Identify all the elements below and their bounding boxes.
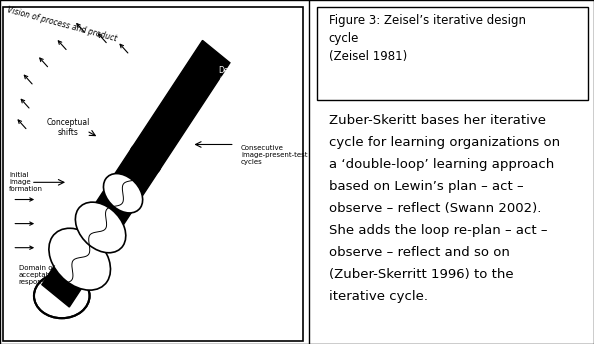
FancyArrowPatch shape xyxy=(24,75,32,84)
Text: Zuber-Skeritt bases her iterative
cycle for learning organizations on
a ‘double-: Zuber-Skeritt bases her iterative cycle … xyxy=(329,114,560,302)
Ellipse shape xyxy=(103,174,143,213)
Ellipse shape xyxy=(75,202,126,253)
Ellipse shape xyxy=(181,82,200,100)
FancyArrowPatch shape xyxy=(77,24,84,32)
Ellipse shape xyxy=(49,228,110,290)
Text: Consecutive
image-present-test
cycles: Consecutive image-present-test cycles xyxy=(241,145,308,165)
Text: Vision of process and product: Vision of process and product xyxy=(6,5,118,43)
Text: Decision
to build: Decision to build xyxy=(219,66,251,85)
Text: Conceptual
shifts: Conceptual shifts xyxy=(46,118,90,137)
FancyArrowPatch shape xyxy=(15,222,33,225)
FancyBboxPatch shape xyxy=(317,7,588,100)
Ellipse shape xyxy=(156,113,180,137)
Text: Figure 3: Zeisel’s iterative design
cycle
(Zeisel 1981): Figure 3: Zeisel’s iterative design cycl… xyxy=(329,14,526,63)
FancyArrowPatch shape xyxy=(18,120,26,129)
FancyArrowPatch shape xyxy=(58,41,66,50)
FancyArrowPatch shape xyxy=(40,58,48,67)
Text: Initial
image
formation: Initial image formation xyxy=(10,172,43,192)
FancyArrowPatch shape xyxy=(120,44,128,53)
Text: Domain of
acceptable
responses: Domain of acceptable responses xyxy=(18,265,57,285)
Ellipse shape xyxy=(200,59,214,73)
FancyArrowPatch shape xyxy=(15,246,33,249)
Polygon shape xyxy=(42,41,230,307)
FancyArrowPatch shape xyxy=(15,198,33,201)
Ellipse shape xyxy=(130,143,161,174)
Ellipse shape xyxy=(34,273,90,318)
FancyBboxPatch shape xyxy=(3,7,303,341)
FancyArrowPatch shape xyxy=(21,99,29,108)
FancyArrowPatch shape xyxy=(99,34,106,43)
